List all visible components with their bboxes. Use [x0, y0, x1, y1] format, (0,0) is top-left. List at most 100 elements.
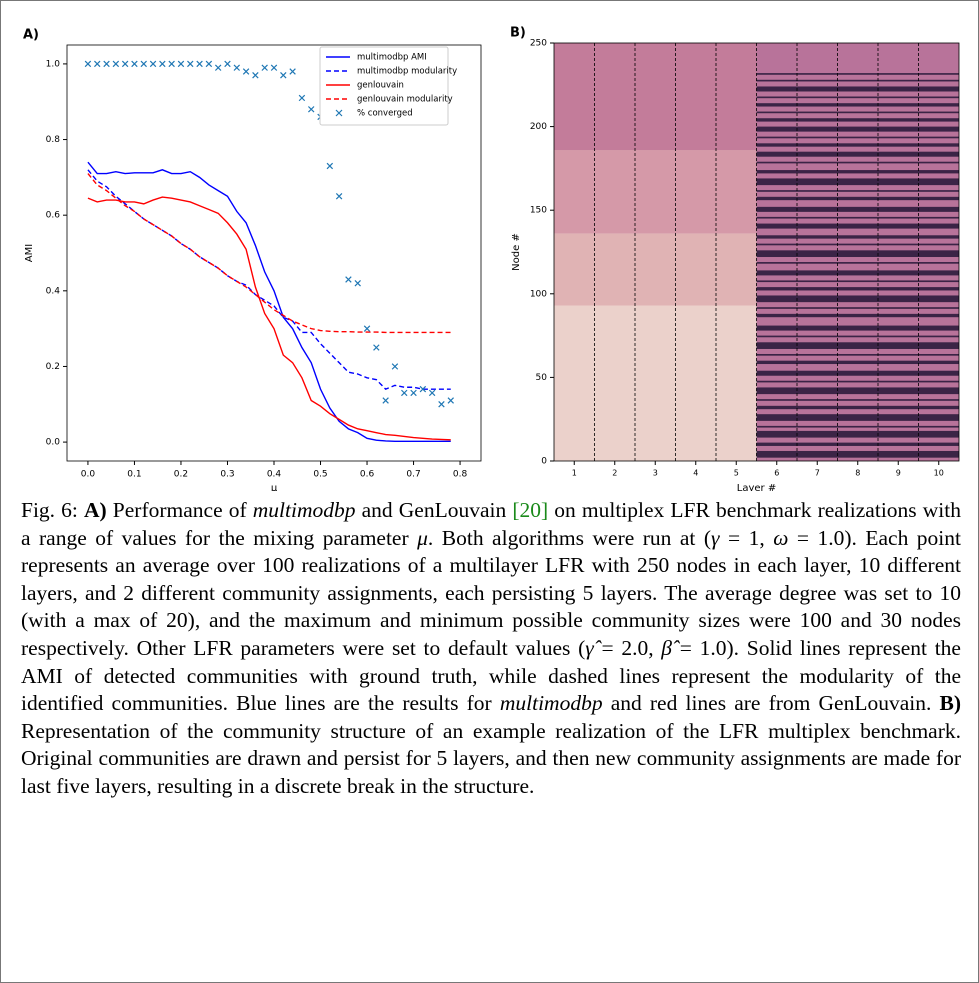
scatter-marker — [335, 193, 343, 200]
scatter-marker — [168, 60, 175, 68]
heatmap-stripe — [756, 206, 959, 212]
caption: Fig. 6: A) Performance of multimodbp and… — [21, 497, 961, 801]
y-tick-label: 150 — [530, 206, 547, 216]
legend-label: genlouvain — [357, 81, 404, 91]
x-tick-label: 8 — [855, 469, 860, 478]
heatmap-stripe — [756, 342, 959, 349]
heatmap-stripe — [756, 307, 959, 309]
scatter-marker — [270, 64, 278, 71]
heatmap-stripe — [756, 270, 959, 276]
heatmap-stripe — [756, 380, 959, 383]
y-tick-label: 0.2 — [46, 362, 60, 372]
legend-box — [319, 46, 449, 126]
heatmap-stripe — [756, 170, 959, 174]
scatter-marker — [131, 60, 138, 68]
caption-text: B) — [939, 691, 962, 716]
caption-text: and red lines are from GenLouvain. — [602, 691, 940, 716]
heatmap-stripe — [756, 287, 959, 291]
x-tick-label: 0.0 — [81, 470, 96, 480]
x-tick-label: 1 — [572, 469, 577, 478]
heatmap-stripe — [756, 178, 959, 186]
citation[interactable]: [20] — [512, 498, 549, 522]
heatmap-block — [554, 305, 757, 461]
x-tick-label: 10 — [934, 469, 944, 478]
caption-text: and GenLouvain — [355, 498, 513, 522]
y-axis-label: Node # — [511, 233, 522, 271]
y-tick-label: 100 — [530, 289, 547, 299]
y-tick-label: 1.0 — [46, 59, 61, 69]
y-tick-label: 0.8 — [46, 135, 61, 145]
x-tick-label: 7 — [815, 469, 820, 478]
scatter-marker — [121, 60, 129, 68]
figure: 0.0 0.1 0.2 0.3 0.4 0.5 0.6 0.7 0.8 0.0 0.2 0.4 0.6 0… — [23, 26, 960, 494]
x-axis-label: μ — [271, 483, 278, 491]
series-line — [87, 196, 451, 441]
heatmap-stripe — [756, 250, 959, 258]
scatter-marker — [326, 162, 334, 170]
x-tick-label: 0.2 — [174, 470, 188, 480]
x-tick-label: 0.8 — [453, 470, 468, 480]
heatmap-stripe — [756, 151, 959, 157]
scatter-marker — [94, 60, 101, 68]
y-tick-label: 0.6 — [46, 211, 61, 221]
heatmap-stripe — [756, 126, 959, 132]
heatmap-stripe — [756, 190, 959, 192]
scatter-marker — [307, 106, 315, 113]
heatmap-stripe — [756, 96, 959, 99]
caption-text: = 1.0). Solid lines represent the AMI of… — [21, 635, 961, 716]
scatter-marker — [149, 60, 157, 68]
scatter-marker — [140, 60, 147, 68]
plot-frame — [66, 44, 482, 462]
caption-text: on multiplex LFR benchmark realizations … — [21, 498, 961, 550]
scatter-marker — [112, 60, 120, 68]
heatmap-stripe — [756, 450, 959, 458]
caption-text: Representation of the community structur… — [21, 718, 961, 798]
scatter-marker — [401, 389, 408, 397]
x-tick-label: 2 — [612, 469, 617, 478]
caption-text: = 1.0). Each point represents an average… — [21, 525, 961, 660]
y-axis-label: AMI — [24, 244, 35, 262]
series-line — [87, 169, 451, 390]
series-line — [87, 173, 451, 334]
x-tick-label: 0.1 — [127, 470, 141, 480]
scatter-marker — [428, 389, 436, 397]
scatter-marker — [391, 363, 399, 370]
x-tick-label: 0.6 — [360, 470, 375, 480]
heatmap-stripe — [756, 295, 959, 303]
heatmap-stripe — [756, 399, 959, 401]
heatmap-stripe — [756, 405, 959, 410]
y-tick-label: 0.4 — [46, 286, 61, 296]
plot-frame — [553, 42, 960, 462]
heatmap-stripe — [756, 73, 959, 75]
scatter-marker — [205, 60, 213, 68]
scatter-marker — [373, 344, 380, 351]
heatmap-stripe — [756, 111, 959, 114]
caption-text: multimodbp — [252, 498, 356, 522]
heatmap-block — [554, 150, 757, 234]
heatmap-stripe — [756, 360, 959, 365]
caption-text: γ̂ — [585, 635, 594, 660]
scatter-marker — [438, 401, 445, 408]
scatter-marker — [252, 72, 259, 79]
x-tick-label: 0.5 — [313, 470, 327, 480]
series-line — [87, 161, 451, 443]
heatmap-stripe — [756, 387, 959, 395]
caption-text: = 2.0, — [593, 635, 662, 660]
heatmap-block — [554, 43, 757, 151]
heatmap-stripe — [756, 223, 959, 229]
heatmap-stripe — [756, 335, 959, 338]
scatter-marker — [345, 276, 352, 283]
heatmap-stripe — [756, 136, 959, 139]
scatter-marker — [382, 397, 389, 404]
legend-marker — [335, 109, 343, 117]
scatter-marker — [84, 60, 92, 68]
scatter-marker — [280, 72, 287, 79]
heatmap-stripe — [756, 86, 959, 92]
scatter-marker — [363, 325, 371, 332]
scatter-marker — [289, 68, 296, 75]
heatmap-stripe — [756, 161, 959, 164]
scatter-marker — [447, 397, 454, 404]
y-tick-label: 200 — [530, 122, 547, 132]
caption-text: A) — [84, 498, 107, 522]
